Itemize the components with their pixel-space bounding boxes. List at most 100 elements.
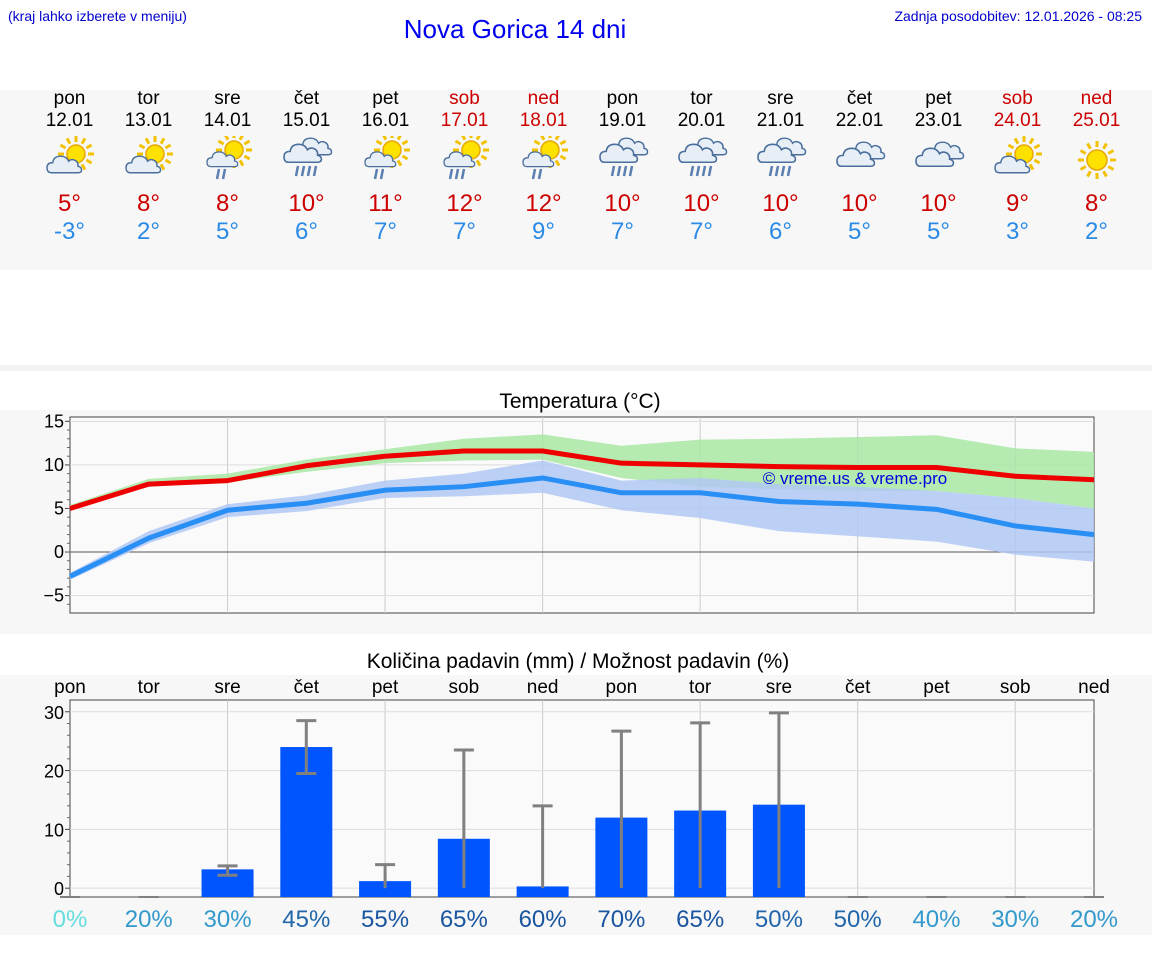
min-temperature: 5°: [927, 218, 950, 245]
max-temperature: 11°: [368, 190, 403, 217]
min-temperature: 2°: [1085, 218, 1108, 245]
cloud-heavy-rain-icon: [598, 137, 648, 177]
y-tick-label: 15: [44, 411, 64, 431]
sun-cloud-icon: [45, 136, 94, 174]
forecast-day: pon 19.01 10° 7°: [583, 88, 662, 246]
max-temperature: 10°: [762, 190, 799, 217]
day-date: 16.01: [361, 110, 410, 131]
sun-icon: [1077, 141, 1116, 179]
temperature-chart: Temperatura (°C) 15 10 5 0 −5 © vreme.us & vre…: [43, 390, 1095, 614]
plot-area: [69, 699, 1095, 898]
day-name: sre: [767, 88, 794, 109]
day-name: sre: [214, 88, 241, 109]
max-temperature: 8°: [1085, 190, 1108, 217]
day-date: 13.01: [124, 110, 173, 131]
precipitation-bar: [359, 881, 412, 897]
min-temperature: 5°: [216, 218, 239, 245]
x-category-label: sob: [1000, 677, 1031, 698]
forecast-day: čet 22.01 10° 5°: [820, 88, 899, 246]
max-temperature: 10°: [604, 190, 641, 217]
precipitation-probability: 20%: [1070, 906, 1118, 933]
day-date: 14.01: [203, 110, 252, 131]
cloud-icon: [835, 141, 885, 168]
day-name: tor: [137, 88, 160, 109]
day-name: pon: [53, 88, 86, 109]
day-date: 18.01: [519, 110, 568, 131]
precipitation-chart: Količina padavin (mm) / Možnost padavin …: [44, 650, 1118, 933]
precipitation-probability: 45%: [282, 906, 330, 933]
day-date: 15.01: [282, 110, 331, 131]
last-updated: Zadnja posodobitev: 12.01.2026 - 08:25: [894, 8, 1142, 24]
forecast-day: sob 24.01 9° 3°: [978, 88, 1057, 246]
y-tick-label: 5: [54, 498, 64, 518]
min-temperature: 3°: [1006, 218, 1029, 245]
precipitation-probability: 70%: [597, 906, 645, 933]
y-tick-label: 0: [54, 879, 64, 899]
precipitation-probability: 50%: [834, 906, 882, 933]
location-hint: (kraj lahko izberete v meniju): [8, 8, 187, 24]
min-temperature: 7°: [374, 218, 397, 245]
day-date: 23.01: [914, 110, 963, 131]
x-category-label: ned: [1078, 677, 1110, 698]
x-category-label: pon: [54, 677, 86, 698]
forecast-day: pet 16.01 11° 7°: [346, 88, 425, 246]
x-category-label: pet: [372, 677, 399, 698]
min-temperature: 9°: [532, 218, 555, 245]
min-temperature-range: [70, 460, 1094, 580]
day-date: 21.01: [756, 110, 805, 131]
x-category-label: tor: [689, 677, 712, 698]
x-category-label: čet: [845, 677, 871, 698]
max-temperature: 10°: [288, 190, 325, 217]
x-category-label: pet: [923, 677, 950, 698]
min-temperature: -3°: [54, 218, 85, 245]
precipitation-probability: 40%: [912, 906, 960, 933]
day-date: 12.01: [45, 110, 94, 131]
day-name: čet: [846, 88, 873, 109]
min-temperature: 7°: [690, 218, 713, 245]
sun-cloud-icon: [124, 136, 173, 174]
max-temperature: 5°: [58, 190, 81, 217]
forecast-day: sre 14.01 8° 5°: [188, 88, 267, 246]
y-tick-label: 10: [44, 820, 64, 840]
sun-cloud-rain-icon: [205, 136, 252, 180]
day-name: ned: [527, 88, 560, 109]
day-name: pon: [606, 88, 639, 109]
x-category-label: sre: [766, 677, 792, 698]
precipitation-probability: 20%: [125, 906, 173, 933]
day-date: 17.01: [440, 110, 489, 131]
day-name: sob: [1002, 88, 1033, 109]
cloud-icon: [914, 141, 964, 168]
precipitation-probability: 65%: [676, 906, 724, 933]
precipitation-probability: 30%: [204, 906, 252, 933]
forecast-day: pet 23.01 10° 5°: [899, 88, 978, 246]
forecast-day: sre 21.01 10° 6°: [741, 88, 820, 246]
x-category-label: sob: [449, 677, 480, 698]
day-date: 25.01: [1072, 110, 1121, 131]
min-temperature: 5°: [848, 218, 871, 245]
chart-title: Temperatura (°C): [499, 390, 660, 413]
precipitation-probability: 50%: [755, 906, 803, 933]
cloud-heavy-rain-icon: [756, 137, 806, 177]
max-temperature: 12°: [525, 190, 562, 217]
y-tick-label: 0: [54, 542, 64, 562]
forecast-day: ned 25.01 8° 2°: [1057, 88, 1136, 246]
day-date: 22.01: [835, 110, 884, 131]
chart-title: Količina padavin (mm) / Možnost padavin …: [367, 650, 790, 673]
max-temperature: 10°: [841, 190, 878, 217]
sun-cloud-icon: [993, 136, 1042, 174]
precipitation-probability: 65%: [440, 906, 488, 933]
watermark: © vreme.us & vreme.pro: [763, 469, 947, 488]
y-tick-label: 30: [44, 703, 64, 723]
day-name: pet: [372, 88, 399, 109]
sun-cloud-heavy-rain-icon: [442, 136, 489, 180]
forecast-day: ned 18.01 12° 9°: [504, 88, 583, 246]
day-name: čet: [293, 88, 320, 109]
cloud-heavy-rain-icon: [282, 137, 332, 177]
max-temperature: 10°: [920, 190, 957, 217]
max-temperature-line: [69, 448, 1095, 511]
x-category-label: ned: [527, 677, 559, 698]
precipitation-probability: 0%: [53, 906, 88, 933]
x-category-label: tor: [138, 677, 161, 698]
day-name: sob: [449, 88, 480, 109]
day-name: tor: [690, 88, 713, 109]
